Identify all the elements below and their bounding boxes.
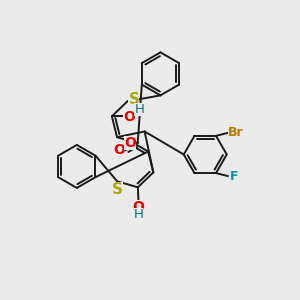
Text: O: O xyxy=(113,143,125,157)
Text: H: H xyxy=(134,103,144,116)
Text: H: H xyxy=(134,208,143,221)
Text: S: S xyxy=(128,92,140,107)
Text: Br: Br xyxy=(228,126,243,139)
Text: F: F xyxy=(230,170,238,183)
Text: O: O xyxy=(133,200,144,214)
Text: O: O xyxy=(124,136,136,150)
Text: O: O xyxy=(123,110,135,124)
Text: S: S xyxy=(112,182,123,196)
